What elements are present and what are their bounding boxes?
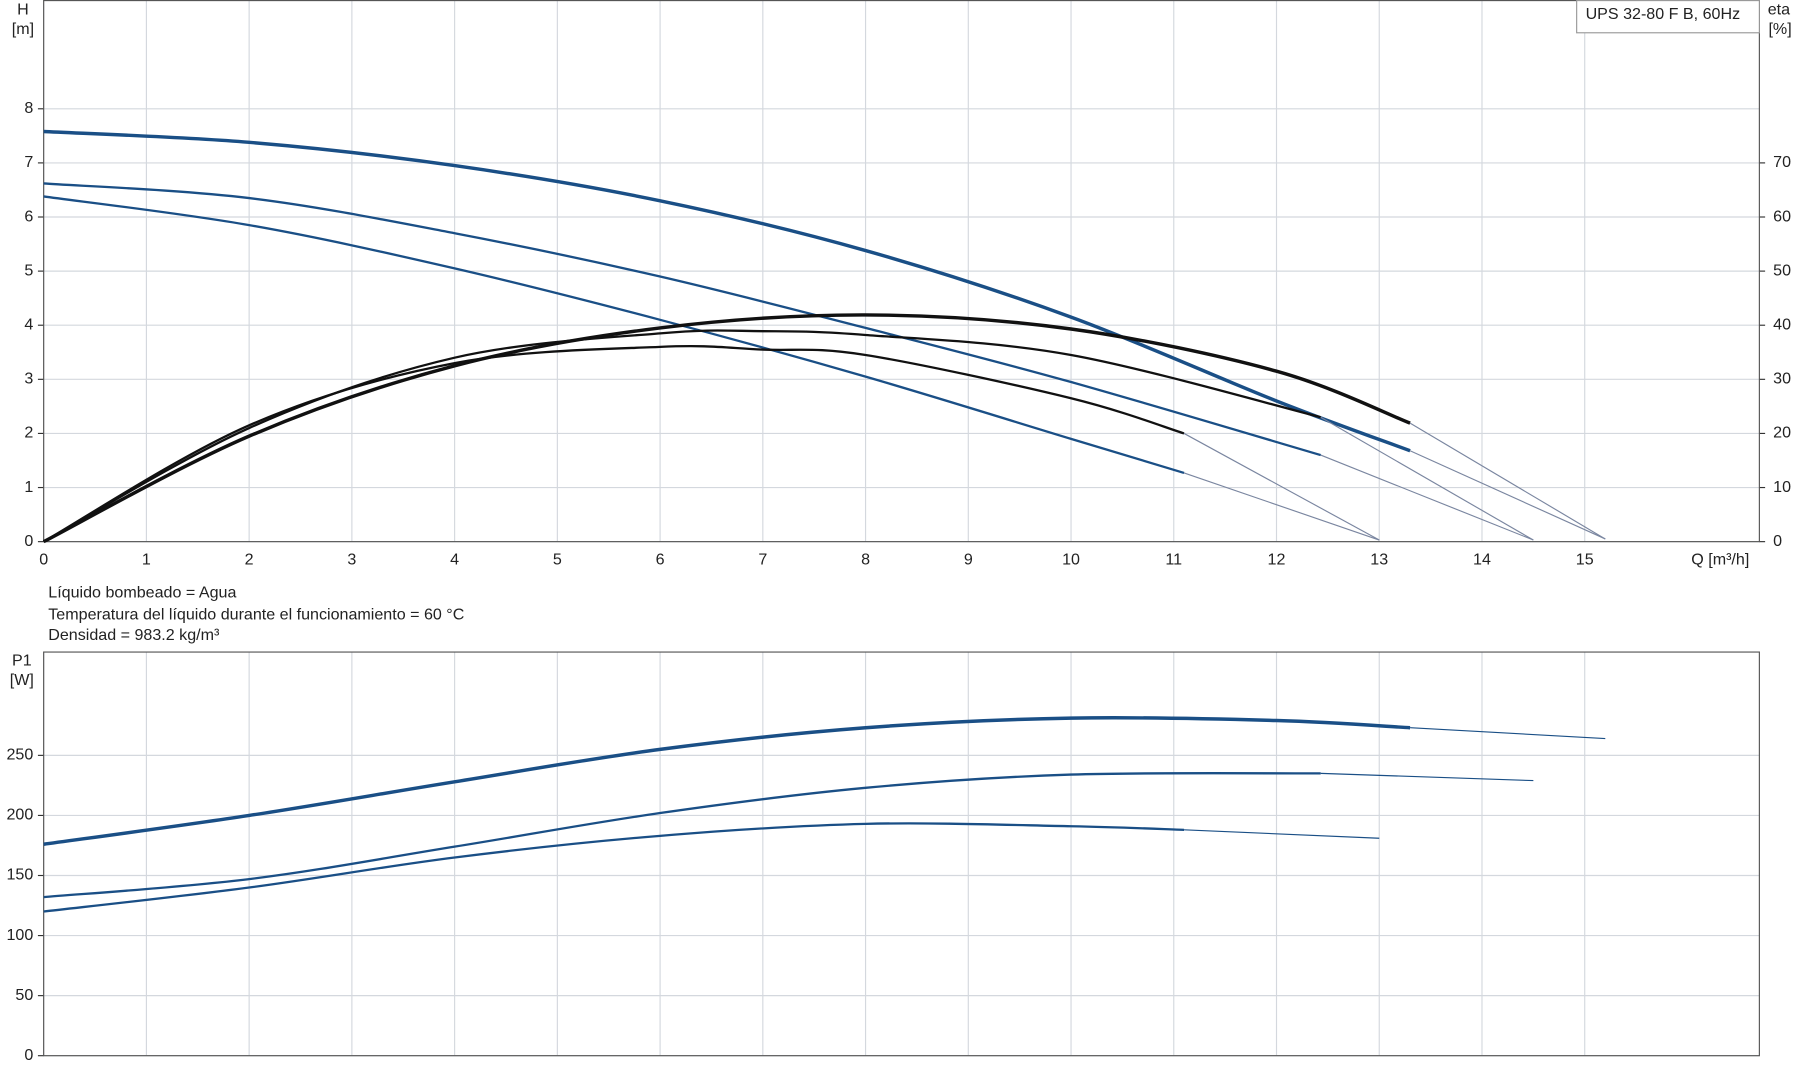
- curve: [43, 329, 1321, 543]
- y-tick-label: 8: [24, 99, 33, 117]
- y2-tick-label: 30: [1773, 370, 1791, 388]
- x-tick-label: 4: [450, 550, 459, 568]
- curve: [1320, 454, 1534, 541]
- curve: [42, 313, 1411, 544]
- curve: [1184, 829, 1380, 839]
- curve: [1320, 416, 1534, 541]
- y-axis-unit: [W]: [10, 671, 34, 689]
- plot-border: [43, 0, 1760, 543]
- y-tick-label: 250: [7, 746, 34, 764]
- x-tick-label: 6: [656, 550, 665, 568]
- annotation: Densidad = 983.2 kg/m³: [48, 626, 220, 644]
- plot-border: [43, 651, 1760, 1057]
- y2-tick-label: 60: [1773, 207, 1791, 225]
- curve: [1409, 450, 1606, 540]
- x-tick-label: 13: [1370, 550, 1388, 568]
- y-tick-label: 7: [24, 153, 33, 171]
- x-tick-label: 5: [553, 550, 562, 568]
- x-tick-label: 1: [142, 550, 151, 568]
- y-tick-label: 6: [24, 207, 33, 225]
- y2-tick-label: 0: [1773, 532, 1782, 550]
- x-tick-label: 11: [1165, 550, 1182, 568]
- x-tick-label: 12: [1268, 550, 1286, 568]
- y2-tick-label: 10: [1773, 478, 1791, 496]
- curve: [43, 195, 1185, 475]
- y-tick-label: 200: [7, 806, 34, 824]
- y-tick-label: 1: [24, 478, 33, 496]
- y2-tick-label: 50: [1773, 261, 1791, 279]
- x-tick-label: 9: [964, 550, 973, 568]
- legend-title: UPS 32-80 F B, 60Hz: [1586, 5, 1741, 23]
- curve: [43, 345, 1185, 543]
- y2-tick-label: 20: [1773, 424, 1791, 442]
- y2-tick-label: 70: [1773, 153, 1791, 171]
- y2-axis-label: eta: [1768, 1, 1790, 19]
- y-tick-label: 2: [24, 424, 33, 442]
- y2-tick-label: 40: [1773, 315, 1791, 333]
- curve: [1409, 422, 1606, 540]
- y-tick-label: 5: [24, 261, 33, 279]
- x-tick-label: 3: [347, 550, 356, 568]
- y-axis-label: P1: [12, 651, 32, 669]
- x-tick-label: 10: [1062, 550, 1080, 568]
- x-tick-label: 8: [861, 550, 870, 568]
- x-tick-label: 0: [39, 550, 48, 568]
- x-axis-label: Q [m³/h]: [1691, 550, 1749, 568]
- y-tick-label: 150: [7, 866, 34, 884]
- y-tick-label: 3: [24, 370, 33, 388]
- curve: [43, 182, 1322, 457]
- legend-box: [1576, 0, 1760, 34]
- y-axis-label: H: [17, 1, 29, 19]
- curve: [43, 716, 1411, 846]
- curve: [1183, 472, 1380, 541]
- y2-axis-unit: [%]: [1768, 20, 1791, 38]
- x-tick-label: 14: [1473, 550, 1491, 568]
- y-tick-label: 0: [24, 532, 33, 550]
- curve: [1320, 772, 1534, 782]
- curve: [43, 822, 1185, 913]
- annotation: Temperatura del líquido durante el funci…: [48, 605, 464, 623]
- x-tick-label: 2: [245, 550, 254, 568]
- curve: [1410, 727, 1606, 740]
- x-tick-label: 7: [758, 550, 767, 568]
- curve: [43, 129, 1411, 453]
- curve: [1183, 432, 1380, 541]
- annotation: Líquido bombeado = Agua: [48, 584, 236, 602]
- y-tick-label: 4: [24, 315, 33, 333]
- y-tick-label: 50: [15, 986, 33, 1004]
- y-axis-unit: [m]: [12, 20, 34, 38]
- x-tick-label: 15: [1576, 550, 1594, 568]
- y-tick-label: 0: [24, 1046, 33, 1064]
- y-tick-label: 100: [7, 926, 34, 944]
- curve: [43, 772, 1321, 899]
